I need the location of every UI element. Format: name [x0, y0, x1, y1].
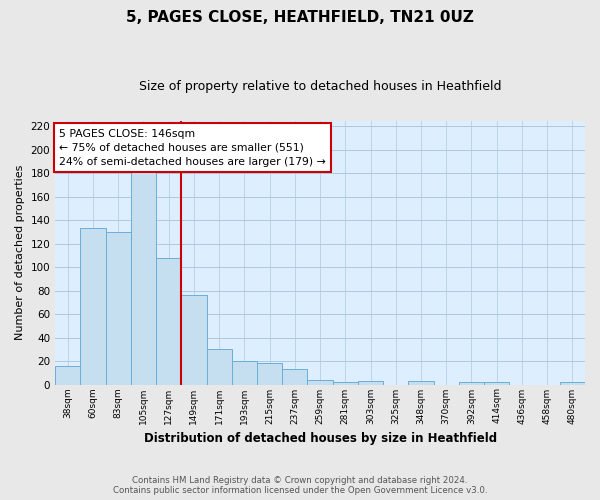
Bar: [80, 228, 106, 384]
Y-axis label: Number of detached properties: Number of detached properties: [15, 165, 25, 340]
Text: 5 PAGES CLOSE: 146sqm
← 75% of detached houses are smaller (551)
24% of semi-det: 5 PAGES CLOSE: 146sqm ← 75% of detached …: [59, 129, 326, 167]
Bar: [257, 364, 282, 384]
Bar: [131, 170, 156, 384]
Bar: [560, 382, 585, 384]
Bar: [106, 232, 131, 384]
Bar: [206, 350, 232, 384]
Bar: [282, 370, 307, 384]
Bar: [409, 381, 434, 384]
Bar: [181, 296, 206, 384]
Bar: [332, 382, 358, 384]
Title: Size of property relative to detached houses in Heathfield: Size of property relative to detached ho…: [139, 80, 502, 93]
Bar: [55, 366, 80, 384]
Bar: [232, 361, 257, 384]
Text: 5, PAGES CLOSE, HEATHFIELD, TN21 0UZ: 5, PAGES CLOSE, HEATHFIELD, TN21 0UZ: [126, 10, 474, 25]
Bar: [156, 258, 181, 384]
Bar: [484, 382, 509, 384]
Bar: [358, 381, 383, 384]
Text: Contains HM Land Registry data © Crown copyright and database right 2024.
Contai: Contains HM Land Registry data © Crown c…: [113, 476, 487, 495]
X-axis label: Distribution of detached houses by size in Heathfield: Distribution of detached houses by size …: [143, 432, 497, 445]
Bar: [307, 380, 332, 384]
Bar: [459, 382, 484, 384]
